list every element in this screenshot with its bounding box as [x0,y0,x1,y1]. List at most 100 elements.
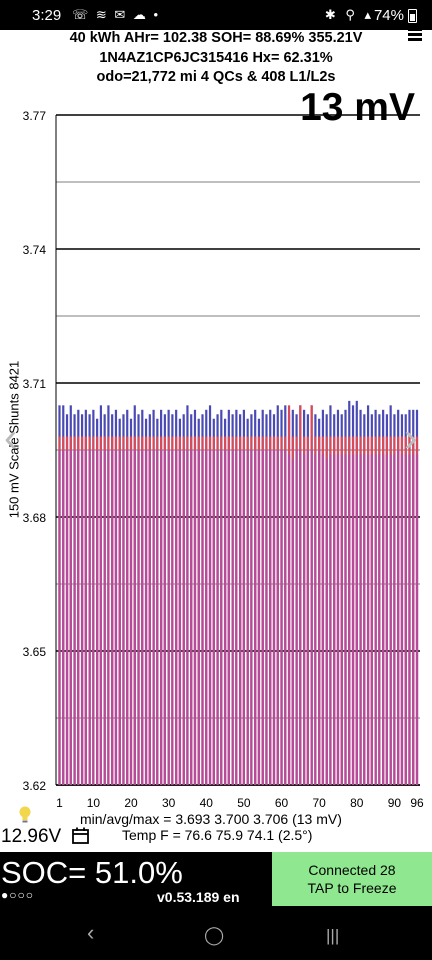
x-tick-label: 70 [312,796,326,810]
menu-icon[interactable] [408,28,422,42]
notification-icons: ☏ ≋ ✉ ☁ • [72,7,161,22]
bar-cell-1 [58,450,61,785]
bar-cell-92 [400,454,404,785]
bar-cell-89 [389,454,392,785]
freeze-button-line1: Connected 28 [308,862,396,878]
x-tick-label: 30 [162,796,176,810]
bar-cell-42 [212,450,215,785]
freeze-button[interactable]: Connected 28 TAP to Freeze [272,852,432,906]
x-tick-label: 1 [56,796,63,810]
bar-cell-69 [314,454,317,785]
bar-cell-56 [265,450,268,785]
x-tick-label: 40 [200,796,214,810]
bar-cell-60 [280,450,283,785]
bar-cell-6 [77,450,80,785]
bar-cell-57 [269,450,272,785]
bar-cell-9 [88,450,91,785]
system-icons: ✱ ⚲ ▴ [324,7,374,22]
x-tick-label: 90 [388,796,402,810]
bar-cell-54 [257,450,261,785]
bar-cell-17 [118,450,121,785]
chevron-left-icon[interactable]: ‹ [4,416,18,460]
bar-cell-21 [133,450,136,785]
y-tick-label: 3.71 [23,377,47,391]
y-tick-label: 3.74 [23,243,47,257]
x-tick-label: 20 [124,796,138,810]
bar-cell-24 [144,450,148,785]
bar-cell-48 [235,450,238,785]
bar-cell-49 [239,450,242,785]
x-tick-label: 80 [350,796,364,810]
bar-cell-43 [216,450,219,785]
bar-cell-20 [129,450,133,785]
bar-cell-51 [246,450,249,785]
bar-cell-93 [404,454,407,785]
bar-cell-80 [355,454,358,785]
y-tick-label: 3.68 [23,511,47,525]
bar-cell-72 [325,458,328,785]
soc-readout: SOC= 51.0% [1,855,183,890]
chevron-right-icon[interactable]: › [404,416,418,460]
bar-cell-28 [160,450,163,785]
bar-cell-18 [122,450,125,785]
bar-cell-81 [359,454,362,785]
temperature-stats: Temp F = 76.6 75.9 74.1 (2.5°) [122,827,313,843]
bar-cell-78 [348,454,351,785]
bar-cell-13 [103,450,106,785]
bar-cell-61 [284,450,287,785]
header-line-2: 1N4AZ1CP6JC315416 Hx= 62.31% [99,50,333,66]
x-tick-label: 96 [410,796,424,810]
bar-cell-82 [363,454,366,785]
bar-cell-73 [329,454,332,785]
bar-cell-22 [137,450,140,785]
bar-cell-90 [393,454,396,785]
bar-cell-38 [197,450,200,785]
min-avg-max-stats: min/avg/max = 3.693 3.700 3.706 (13 mV) [80,811,342,827]
bar-cell-29 [163,450,166,785]
bar-cell-30 [167,450,170,785]
bar-cell-25 [148,450,151,785]
cell-voltage-chart[interactable]: 3.77 3.74 3.71 3.68 3.65 3.62 1 10 20 30 40 50 60 70 8… [0,0,432,830]
bar-cell-33 [178,450,182,785]
lightbulb-icon[interactable] [18,806,32,824]
x-tick-label: 60 [275,796,289,810]
bar-cell-76 [340,454,343,785]
freeze-button-line2: TAP to Freeze [307,880,397,896]
bar-cell-83 [366,454,370,785]
bar-cell-26 [152,450,155,785]
recents-icon[interactable]: ||| [326,926,340,945]
bar-cell-88 [385,454,388,785]
page-dots: ●○○○ [1,888,34,902]
y-tick-label: 3.77 [23,109,47,123]
bar-cell-66 [303,454,306,785]
bar-cell-46 [227,450,230,785]
bar-cell-67 [306,450,309,785]
app-version: v0.53.189 en [157,889,240,905]
bar-cell-7 [80,450,84,785]
x-tick-label: 50 [237,796,251,810]
bar-cell-53 [254,450,257,785]
back-icon[interactable]: ‹ [87,920,95,945]
bar-cell-27 [156,450,159,785]
bar-cell-11 [96,450,99,785]
bar-cell-39 [201,450,204,785]
x-tick-label: 10 [87,796,101,810]
bar-cell-59 [276,450,279,785]
calendar-icon[interactable] [72,827,89,844]
pack-voltage: 12.96V [1,826,62,847]
bar-cell-58 [272,450,276,785]
bar-cell-14 [107,450,110,785]
bar-cell-12 [99,450,102,785]
bar-cell-3 [65,450,69,785]
bar-cell-10 [92,450,95,785]
bar-cell-4 [69,450,72,785]
bar-cell-44 [220,450,223,785]
android-nav-bar: ‹ ◯ ||| [0,908,432,960]
header-line-3: odo=21,772 mi 4 QCs & 408 L1/L2s [96,69,336,85]
bar-cell-85 [374,454,377,785]
bar-cell-95 [412,454,415,785]
bar-cell-55 [261,450,264,785]
bar-cell-35 [186,450,189,785]
bar-cell-37 [193,450,197,785]
home-icon[interactable]: ◯ [204,925,225,945]
